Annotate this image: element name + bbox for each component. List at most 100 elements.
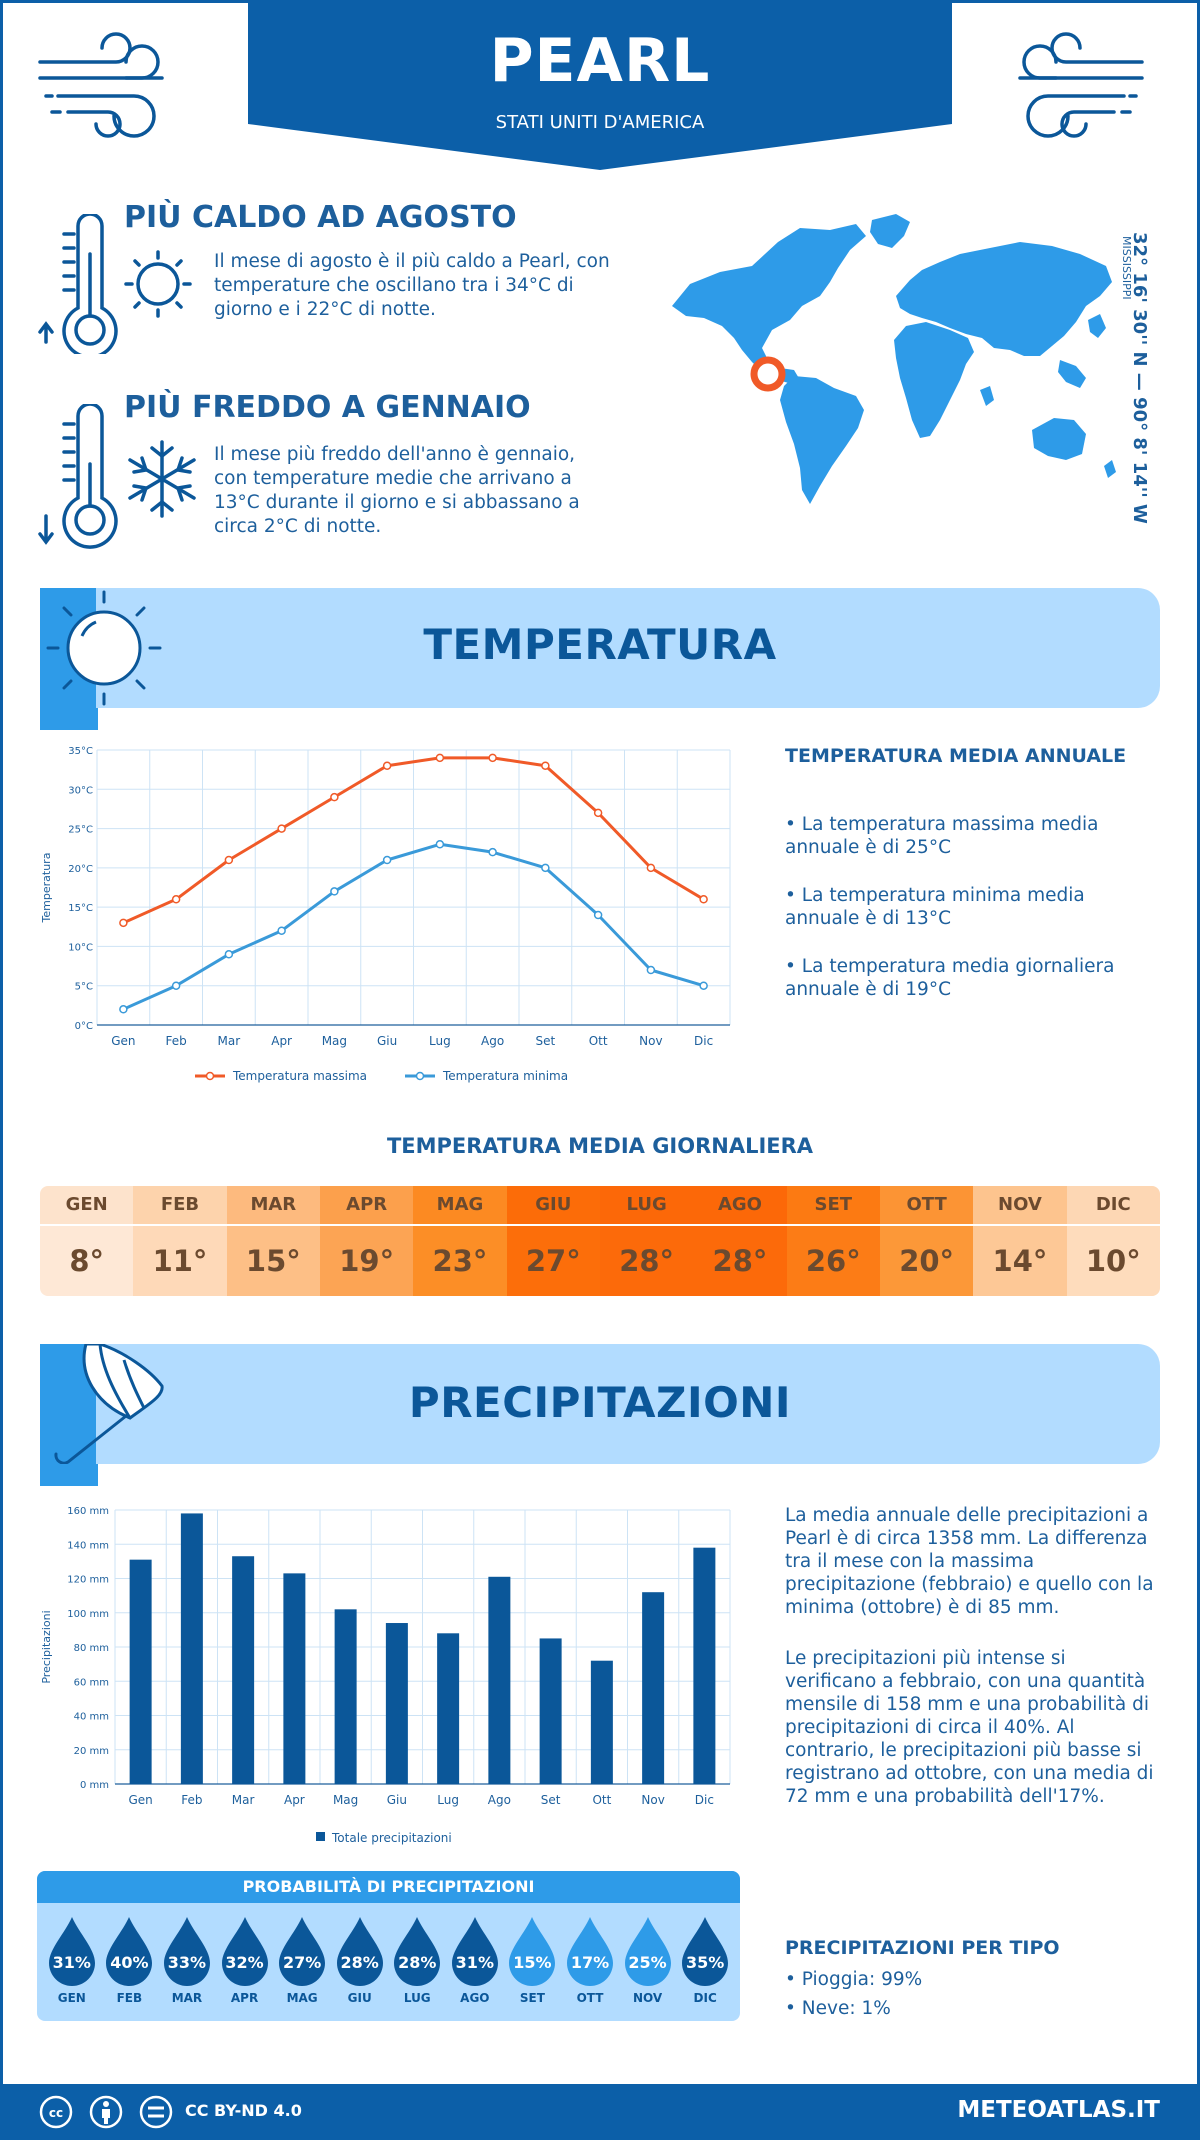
probability-value: 27% [282,1953,322,1972]
probability-value: 28% [340,1953,379,1972]
raindrop-icon: 35% [680,1915,730,1987]
x-tick-label: Giu [377,1034,397,1048]
probability-item: 40% FEB [101,1903,159,2005]
coldest-title: PIÙ FREDDO A GENNAIO [124,390,531,425]
daily-temp-col: MAG 23° [413,1186,507,1296]
precip-type-snow: • Neve: 1% [785,1998,891,2019]
daily-month: SET [786,1186,880,1224]
probability-item: 17% OTT [561,1903,619,2005]
x-tick-label: Set [536,1034,556,1048]
y-tick-label: 30°C [68,785,93,796]
y-tick-label: 20°C [68,864,93,875]
x-tick-label: Feb [166,1034,187,1048]
probability-month: NOV [632,1991,663,2005]
daily-month: MAR [226,1186,320,1224]
data-point [119,1005,128,1014]
x-tick-label: Mag [333,1793,358,1807]
y-tick-label: 140 mm [67,1540,109,1551]
x-tick-label: Lug [429,1034,451,1048]
daily-temp-value: 20° [879,1226,974,1296]
x-tick-label: Dic [695,1793,714,1807]
probability-value: 32% [225,1953,264,1972]
probability-value: 17% [570,1953,610,1972]
probability-value: 33% [167,1953,207,1972]
precip-type-title: PRECIPITAZIONI PER TIPO [785,1937,1060,1959]
x-tick-label: Nov [641,1793,664,1807]
x-tick-label: Giu [387,1793,407,1807]
probability-item: 31% AGO [446,1903,504,2005]
precip-bar [590,1660,613,1784]
data-point [277,824,286,833]
data-point [699,981,708,990]
probability-value: 28% [398,1953,437,1972]
precip-probability-box: PROBABILITÀ DI PRECIPITAZIONI 31% GEN 40% F… [37,1871,740,2021]
precip-bar [437,1633,460,1784]
x-tick-label: Mar [218,1034,241,1048]
legend-marker [205,1071,215,1081]
daily-month: GEN [40,1186,134,1224]
precipitation-chart: 0 mm 20 mm 40 mm 60 mm 80 mm 100 mm 120 mm 140 … [40,1506,731,1845]
site-link[interactable]: METEOATLAS.IT [957,2097,1160,2123]
x-tick-label: Apr [271,1034,292,1048]
world-map [672,214,1116,504]
sun-icon [40,588,162,708]
probability-month: AGO [460,1991,490,2005]
daily-temp-value: 26° [786,1226,880,1296]
legend-marker [415,1071,425,1081]
daily-month: DIC [1066,1186,1160,1224]
data-point [330,887,339,896]
precip-bar [283,1573,306,1784]
raindrop-icon: 31% [450,1915,500,1987]
daily-month: OTT [879,1186,974,1224]
x-tick-label: Set [541,1793,561,1807]
data-point [382,761,392,770]
temp-bullet-max: • La temperatura massima media annuale è… [785,814,1099,858]
y-tick-label: 10°C [68,942,93,953]
probability-item: 31% GEN [43,1903,101,2005]
precip-bar [539,1638,562,1784]
legend-label: Temperatura massima [232,1069,367,1083]
license-text: CC BY-ND 4.0 [185,2101,302,2120]
raindrop-icon: 40% [104,1915,154,1987]
probability-month: LUG [403,1991,431,2005]
x-tick-label: Ago [481,1034,504,1048]
daily-temp-value: 27° [506,1226,600,1296]
legend-label: Temperatura minima [442,1069,568,1083]
x-tick-label: Mar [232,1793,255,1807]
precipitation-title: PRECIPITAZIONI [408,1378,792,1427]
probability-item: 25% NOV [619,1903,677,2005]
temperature-chart: 0°C 5°C 10°C 15°C 20°C 25°C 30°C 35°C Gen Feb Mar A… [40,746,731,1083]
raindrop-icon: 27% [277,1915,327,1987]
daily-month: NOV [973,1186,1067,1224]
legend-label: Totale precipitazioni [331,1831,452,1845]
data-point [488,753,497,763]
daily-temp-col: OTT 20° [879,1186,974,1296]
precip-bar [334,1609,357,1784]
y-tick-label: 60 mm [74,1677,109,1688]
y-tick-label: 20 mm [74,1746,109,1757]
probability-title: PROBABILITÀ DI PRECIPITAZIONI [37,1871,740,1903]
data-point [593,808,603,818]
data-point [593,910,603,920]
x-tick-label: Lug [437,1793,459,1807]
daily-temp-col: GIU 27° [506,1186,600,1296]
data-point [646,863,656,873]
precip-bar [180,1513,203,1784]
daily-month: FEB [133,1186,227,1224]
series-line-max [122,756,705,925]
probability-value: 35% [685,1953,725,1972]
probability-item: 28% GIU [331,1903,389,2005]
thermometer-sun-icon [38,214,192,354]
data-point [435,840,445,849]
daily-temp-value: 28° [693,1226,787,1296]
x-tick-label: Ott [589,1034,608,1048]
y-tick-label: 35°C [68,746,93,757]
umbrella-icon [40,1344,164,1464]
data-point [488,847,497,857]
data-point [382,855,392,865]
probability-item: 33% MAR [158,1903,216,2005]
probability-item: 35% DIC [676,1903,734,2005]
probability-item: 28% LUG [388,1903,446,2005]
probability-drops: 31% GEN 40% FEB 33% MAR 32% APR 27% MAG 28% GIU 28% L… [37,1903,740,2005]
temp-bullet-avg: • La temperatura media giornaliera annua… [785,956,1115,1000]
